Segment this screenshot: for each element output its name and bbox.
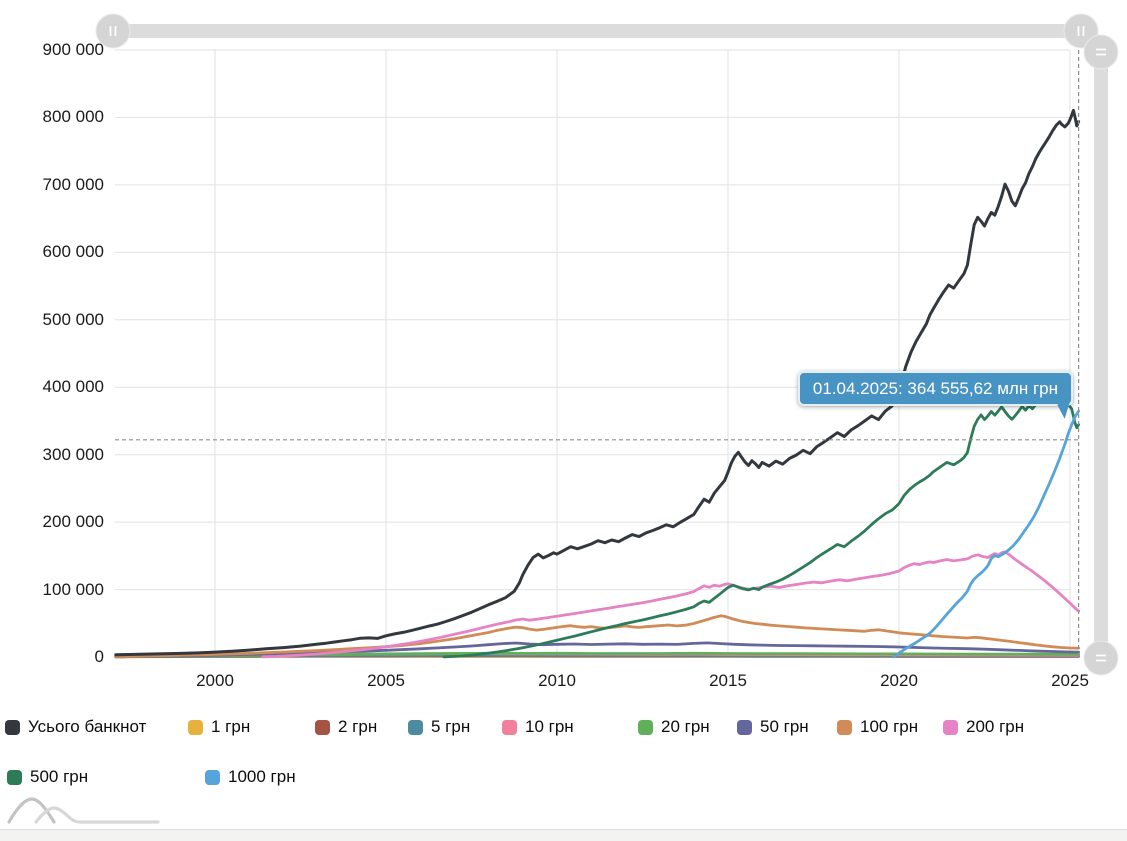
x-axis-label: 2005 xyxy=(367,671,405,690)
legend-item-50[interactable]: 50 грн xyxy=(737,716,809,738)
v-scrollbar-track[interactable] xyxy=(1094,45,1108,665)
legend-item-total[interactable]: Усього банкнот xyxy=(5,716,146,738)
grid xyxy=(115,49,1071,658)
legend-label: 5 грн xyxy=(431,717,471,736)
legend-item-1000[interactable]: 1000 грн xyxy=(205,766,296,788)
drag-horizontal-lines-icon xyxy=(1096,48,1106,56)
y-axis-label: 800 000 xyxy=(42,107,104,127)
legend-item-200[interactable]: 200 грн xyxy=(943,716,1024,738)
cursor-tooltip: 01.04.2025: 364 555,62 млн грн xyxy=(797,371,1073,406)
drag-vertical-lines-icon xyxy=(1077,26,1085,36)
page-footer-strip xyxy=(0,829,1127,841)
y-axis-label: 200 000 xyxy=(42,512,104,532)
x-axis-label: 2025 xyxy=(1051,671,1089,690)
legend-label: 500 грн xyxy=(30,767,89,786)
cursor-crosshair xyxy=(115,50,1080,657)
legend-label: 2 грн xyxy=(338,717,378,736)
x-axis-label: 2020 xyxy=(880,671,918,690)
legend-item-500[interactable]: 500 грн xyxy=(7,766,88,788)
legend-label: 20 грн xyxy=(661,717,710,736)
series-line-total xyxy=(114,108,1081,657)
x-axis-label: 2000 xyxy=(196,671,234,690)
series-line-50 xyxy=(114,641,1080,658)
legend-label: 50 грн xyxy=(760,717,809,736)
series-line-1000 xyxy=(892,409,1080,659)
legend-item-20[interactable]: 20 грн xyxy=(638,716,710,738)
drag-vertical-lines-icon xyxy=(109,26,117,36)
legend-item-1[interactable]: 1 грн xyxy=(188,716,250,738)
legend-label: 10 грн xyxy=(525,717,574,736)
legend-label: 1000 грн xyxy=(228,767,296,786)
legend-item-5[interactable]: 5 грн xyxy=(408,716,470,738)
x-axis-label: 2015 xyxy=(709,671,747,690)
amcharts-logo[interactable] xyxy=(7,797,160,824)
legend-swatch-icon xyxy=(638,719,653,735)
y-axis-label: 700 000 xyxy=(42,174,104,194)
y-axis-label: 600 000 xyxy=(42,242,104,262)
h-scrollbar xyxy=(95,13,1099,49)
legend-swatch-icon xyxy=(943,719,958,735)
legend-item-10[interactable]: 10 грн xyxy=(502,716,574,738)
y-axis-label: 400 000 xyxy=(42,377,104,397)
h-scrollbar-grip-left[interactable] xyxy=(95,13,131,49)
v-scrollbar xyxy=(1083,34,1119,676)
y-axis-label: 500 000 xyxy=(42,309,104,329)
v-scrollbar-grip-bottom[interactable] xyxy=(1083,640,1119,676)
h-scrollbar-track[interactable] xyxy=(96,24,1098,38)
legend-swatch-icon xyxy=(408,719,423,735)
series-line-500 xyxy=(442,393,1080,659)
plot-area[interactable] xyxy=(115,50,1079,657)
legend-label: 200 грн xyxy=(966,717,1025,736)
legend-swatch-icon xyxy=(502,719,517,735)
v-scrollbar-grip-top[interactable] xyxy=(1083,34,1119,70)
legend-item-2[interactable]: 2 грн xyxy=(315,716,377,738)
y-axis-label: 900 000 xyxy=(42,40,104,59)
drag-horizontal-lines-icon xyxy=(1096,654,1106,662)
legend-swatch-icon xyxy=(5,719,20,735)
legend-item-100[interactable]: 100 грн xyxy=(837,716,918,738)
legend-label: 100 грн xyxy=(860,717,919,736)
legend-swatch-icon xyxy=(315,719,330,735)
legend-swatch-icon xyxy=(7,769,22,785)
legend-swatch-icon xyxy=(737,719,752,735)
y-axis-label: 0 xyxy=(94,647,104,666)
legend-swatch-icon xyxy=(837,719,852,735)
legend-label: 1 грн xyxy=(211,717,251,736)
legend-swatch-icon xyxy=(205,769,220,785)
y-axis-label: 300 000 xyxy=(42,444,104,464)
x-axis-label: 2010 xyxy=(538,671,576,690)
y-axis-label: 100 000 xyxy=(42,579,104,599)
legend-swatch-icon xyxy=(188,719,203,735)
legend-label: Усього банкнот xyxy=(28,717,147,736)
